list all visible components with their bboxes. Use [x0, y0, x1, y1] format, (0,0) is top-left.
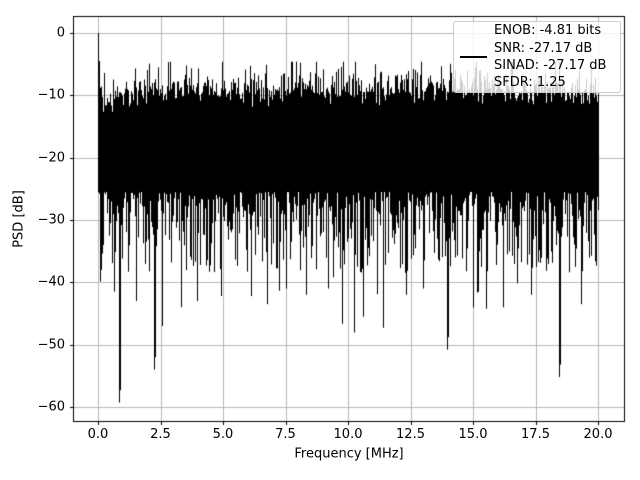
x-tick-label: 12.5 [396, 427, 425, 442]
x-axis-label: Frequency [MHz] [294, 446, 404, 462]
legend-label-line: SINAD: -27.17 dB [494, 58, 607, 73]
x-tick-label: 7.5 [275, 427, 296, 442]
y-tick-label: −30 [37, 212, 65, 228]
x-tick-label: 17.5 [521, 427, 550, 442]
x-tick-label: 10.0 [333, 427, 363, 442]
x-tick-label: 2.5 [150, 427, 171, 442]
legend: ENOB: -4.81 bits SNR: -27.17 dB SINAD: -27… [453, 21, 621, 93]
y-tick-label: −40 [37, 274, 65, 290]
y-tick-label: −10 [37, 87, 65, 103]
legend-labels: ENOB: -4.81 bits SNR: -27.17 dB SINAD: -27… [494, 22, 620, 91]
x-tick-label: 20.0 [583, 427, 613, 442]
y-tick-label: −60 [37, 399, 65, 415]
legend-label-line: SFDR: 1.25 [494, 75, 566, 91]
legend-line-sample [460, 56, 487, 58]
y-tick-label: −20 [37, 150, 65, 166]
legend-label-line: ENOB: -4.81 bits [494, 23, 602, 39]
legend-label-line: SNR: -27.17 dB [494, 40, 593, 56]
y-tick-label: −50 [37, 337, 65, 353]
x-tick-label: 15.0 [458, 427, 488, 442]
x-tick-label: 5.0 [212, 427, 234, 442]
x-tick-label: 0.0 [87, 427, 109, 442]
y-tick-label: 0 [56, 25, 65, 41]
